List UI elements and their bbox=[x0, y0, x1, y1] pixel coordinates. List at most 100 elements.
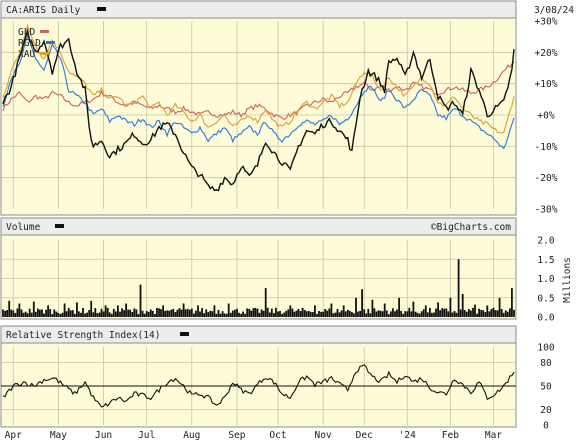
volume-bar bbox=[242, 311, 244, 317]
legend-swatch-rgld bbox=[46, 41, 55, 44]
volume-bar bbox=[332, 313, 335, 317]
volume-bar bbox=[400, 310, 402, 317]
rsi-y-tick-label: 80 bbox=[540, 358, 552, 369]
volume-bar bbox=[139, 284, 142, 317]
volume-bar bbox=[256, 308, 259, 317]
volume-bar bbox=[455, 312, 458, 317]
volume-bar bbox=[18, 303, 21, 317]
volume-bar bbox=[299, 311, 302, 317]
volume-bar bbox=[504, 310, 507, 317]
volume-bar bbox=[470, 310, 472, 317]
volume-bar bbox=[275, 307, 277, 317]
volume-bar bbox=[426, 312, 429, 317]
volume-bar bbox=[82, 308, 84, 317]
x-tick-label: Mar bbox=[485, 430, 502, 441]
volume-bar bbox=[162, 305, 164, 317]
volume-bar bbox=[410, 311, 413, 317]
price-y-tick-label: -30% bbox=[535, 205, 558, 216]
volume-bar bbox=[375, 311, 378, 317]
volume-bar bbox=[188, 309, 191, 317]
volume-bar bbox=[100, 308, 103, 317]
volume-bar bbox=[215, 313, 218, 317]
x-tick-label: Nov bbox=[315, 430, 332, 441]
volume-bar bbox=[338, 312, 341, 317]
volume-bar bbox=[509, 308, 511, 317]
rsi-legend-swatch bbox=[180, 332, 189, 336]
volume-bar bbox=[422, 309, 425, 317]
volume-bar bbox=[88, 310, 91, 317]
rsi-y-tick-label: 20 bbox=[540, 405, 552, 416]
volume-bar bbox=[498, 297, 501, 318]
volume-bar bbox=[353, 313, 355, 317]
volume-bar bbox=[420, 311, 423, 317]
volume-bar bbox=[379, 310, 382, 317]
volume-y-tick-label: 0.5 bbox=[537, 293, 554, 304]
volume-bar bbox=[314, 305, 316, 317]
x-tick-label: Sep bbox=[228, 430, 245, 441]
volume-bar bbox=[277, 311, 279, 317]
volume-bar bbox=[451, 312, 454, 317]
volume-bar bbox=[123, 310, 125, 317]
volume-bar bbox=[119, 311, 121, 317]
x-tick-label: May bbox=[50, 430, 67, 441]
volume-bar bbox=[172, 308, 175, 317]
price-y-tick-label: -10% bbox=[535, 142, 558, 153]
series-line-xau bbox=[2, 23, 515, 134]
volume-bar bbox=[291, 308, 294, 317]
volume-bar bbox=[287, 309, 290, 317]
volume-bar bbox=[193, 313, 195, 317]
volume-y-tick-label: 2.0 bbox=[537, 236, 554, 247]
volume-bar bbox=[147, 311, 150, 317]
x-tick-label: Jun bbox=[95, 430, 112, 441]
volume-bar bbox=[383, 303, 386, 317]
x-tick-label: Dec bbox=[356, 430, 373, 441]
rsi-y-tick-label: 50 bbox=[540, 382, 552, 393]
price-legend: GLD RGLD XAU bbox=[18, 27, 55, 60]
volume-y-tick-label: 1.0 bbox=[537, 274, 554, 285]
volume-bar bbox=[197, 305, 199, 317]
volume-bar bbox=[149, 309, 152, 317]
volume-bar bbox=[164, 310, 166, 317]
volume-bar bbox=[334, 312, 337, 317]
volume-bar bbox=[457, 259, 460, 318]
volume-bar bbox=[55, 311, 58, 317]
volume-bar bbox=[211, 311, 214, 317]
price-gridlines bbox=[1, 21, 516, 209]
volume-bar bbox=[262, 310, 265, 317]
volume-bar bbox=[43, 313, 45, 317]
volume-bar bbox=[67, 307, 70, 317]
volume-bar bbox=[484, 312, 487, 317]
price-y-axis: +30% +20% +10% +0% -10% -20% -30% bbox=[535, 17, 558, 216]
volume-bar bbox=[416, 312, 419, 317]
volume-bar bbox=[45, 309, 47, 317]
volume-bar bbox=[141, 310, 144, 317]
volume-bar bbox=[342, 305, 345, 317]
volume-bar bbox=[369, 313, 372, 317]
volume-bar bbox=[20, 309, 23, 317]
volume-bar bbox=[468, 309, 470, 317]
volume-bar bbox=[396, 309, 398, 317]
volume-bar bbox=[217, 309, 220, 317]
volume-bar bbox=[301, 307, 304, 317]
volume-bar bbox=[143, 313, 146, 317]
volume-bar bbox=[387, 314, 390, 317]
volume-bar bbox=[406, 311, 409, 317]
volume-bar bbox=[254, 307, 257, 317]
volume-bar bbox=[41, 309, 43, 317]
x-tick-label: Oct bbox=[269, 430, 286, 441]
rsi-panel: Relative Strength Index(14) 100 80 50 20 0 bbox=[0, 325, 555, 432]
x-tick-label: '24 bbox=[399, 430, 416, 441]
legend-label-rgld: RGLD bbox=[18, 38, 41, 49]
volume-bar bbox=[32, 301, 35, 317]
volume-bar bbox=[248, 308, 251, 317]
volume-bar bbox=[110, 313, 113, 317]
volume-bar bbox=[476, 313, 478, 317]
volume-bar bbox=[435, 308, 437, 317]
rsi-y-tick-label: 100 bbox=[537, 343, 554, 354]
volume-bar bbox=[398, 297, 400, 318]
volume-bar bbox=[418, 313, 421, 317]
volume-bar bbox=[104, 305, 107, 317]
volume-bar bbox=[268, 312, 271, 317]
price-y-tick-label: +0% bbox=[537, 111, 554, 122]
volume-bar bbox=[231, 310, 234, 317]
